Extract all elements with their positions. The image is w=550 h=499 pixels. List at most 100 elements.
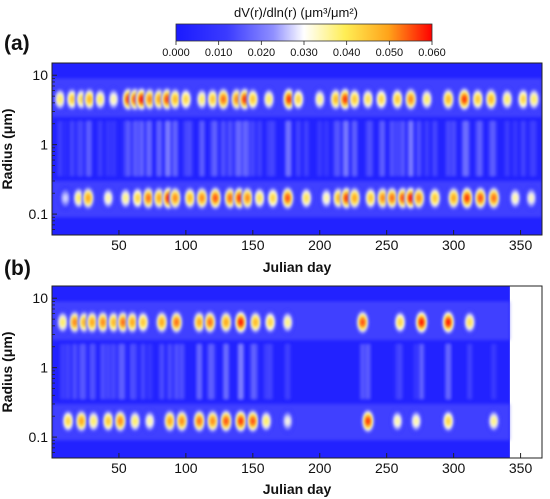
coarse-mode-mark <box>68 310 81 400</box>
panel-b: (b) 50 100 150 200 250 300 350 10 1 0.1 Radius (μ… <box>0 257 543 497</box>
ylabel-a: Radius (μm) <box>0 109 15 190</box>
colorbar-tick-label: 0.010 <box>205 47 233 59</box>
fine-mode-mark <box>206 343 219 434</box>
coarse-mode-mark <box>356 310 369 400</box>
coarse-mode-mark <box>107 310 120 400</box>
panel-label-b: (b) <box>4 257 31 280</box>
fine-mode-mark <box>193 343 206 434</box>
y-tick-label: 10 <box>32 290 48 306</box>
heatmap-b <box>52 286 510 458</box>
x-tick-label: 200 <box>308 460 332 476</box>
fine-mode-mark <box>320 120 333 211</box>
coarse-mode-mark <box>527 87 540 177</box>
coarse-mode-mark <box>329 87 342 177</box>
fine-mode-mark <box>525 120 538 211</box>
x-tick-label: 200 <box>308 237 332 253</box>
coarse-mode-mark <box>463 310 476 400</box>
coarse-mode-mark <box>281 310 294 400</box>
x-tick-label: 100 <box>174 460 198 476</box>
fine-mode-mark <box>386 120 399 211</box>
fine-band-glow <box>52 403 510 441</box>
colorbar-tick-label: 0.040 <box>333 47 361 59</box>
coarse-mode-mark <box>262 87 275 177</box>
x-tick-label: 50 <box>111 460 127 476</box>
fine-mode-mark <box>62 343 75 434</box>
fine-mode-mark <box>364 120 377 211</box>
fine-mode-mark <box>487 120 500 211</box>
coarse-mode-mark <box>170 310 183 400</box>
fine-mode-mark <box>348 120 361 211</box>
y-tick-label: 0.1 <box>29 206 49 222</box>
coarse-mode-mark <box>264 310 277 400</box>
coarse-mode-mark <box>485 87 498 177</box>
fine-mode-mark <box>195 120 208 211</box>
fine-mode-mark <box>102 343 115 434</box>
coarse-mode-mark <box>217 87 230 177</box>
fine-mode-mark <box>129 343 142 434</box>
colorbar-tick-label: 0.050 <box>376 47 404 59</box>
fine-mode-mark <box>142 120 155 211</box>
fine-mode-mark <box>281 343 294 434</box>
colorbar-gradient <box>175 23 433 42</box>
fine-mode-mark <box>246 343 259 434</box>
fine-mode-mark <box>75 343 88 434</box>
fine-mode-mark <box>183 120 196 211</box>
coarse-mode-mark <box>394 310 407 400</box>
fine-mode-mark <box>410 343 423 434</box>
fine-mode-mark <box>163 343 176 434</box>
fine-mode-mark <box>224 120 237 211</box>
panel-label-a: (a) <box>4 32 30 55</box>
colorbar-tick-label: 0.020 <box>248 47 276 59</box>
colorbar-tick-label: 0.030 <box>290 47 318 59</box>
fine-mode-mark <box>361 343 374 434</box>
fine-mode-mark <box>260 343 273 434</box>
coarse-mode-mark <box>471 87 484 177</box>
coarse-mode-mark <box>94 87 107 177</box>
panel-a: (a) 50 100 150 200 250 300 350 10 1 0.1 Radius (μ… <box>0 32 543 275</box>
fine-mode-mark <box>474 120 487 211</box>
fine-mode-mark <box>241 120 254 211</box>
plot-frame <box>51 62 543 236</box>
coarse-mode-mark <box>203 310 216 400</box>
coarse-mode-mark <box>126 310 139 400</box>
x-tick-label: 300 <box>442 460 466 476</box>
coarse-mode-mark <box>313 87 326 177</box>
fine-mode-mark <box>119 120 132 211</box>
fine-mode-mark <box>428 120 441 211</box>
colorbar-tick-label: 0.000 <box>162 47 190 59</box>
fine-mode-mark <box>72 120 85 211</box>
coarse-mode-mark <box>116 310 129 400</box>
fine-mode-mark <box>412 120 425 211</box>
fine-mode-mark <box>447 120 460 211</box>
coarse-mode-mark <box>54 87 67 177</box>
fine-mode-mark <box>300 120 313 211</box>
coarse-mode-mark <box>458 87 471 177</box>
x-tick-label: 100 <box>174 237 198 253</box>
y-tick-label: 1 <box>40 137 48 153</box>
x-tick-label: 250 <box>375 460 399 476</box>
fine-mode-mark <box>82 120 95 211</box>
axes-b: 50 100 150 200 250 300 350 10 1 0.1 <box>29 285 543 476</box>
fine-mode-mark <box>266 120 279 211</box>
fine-mode-mark <box>281 120 294 211</box>
coarse-mode-mark <box>66 87 79 177</box>
fine-mode-mark <box>153 120 166 211</box>
y-tick-label: 10 <box>32 67 48 83</box>
fine-mode-mark <box>59 120 72 211</box>
x-tick-label: 250 <box>375 237 399 253</box>
y-tick-label: 0.1 <box>29 429 49 445</box>
y-tick-label: 1 <box>40 360 48 376</box>
ylabel-b: Radius (μm) <box>0 332 15 413</box>
fine-mode-mark <box>220 343 233 434</box>
fine-mode-mark <box>175 343 188 434</box>
coarse-mode-mark <box>246 87 259 177</box>
fine-mode-mark <box>391 343 404 434</box>
plot-frame <box>51 285 543 459</box>
coarse-mode-mark <box>415 310 428 400</box>
x-tick-label: 300 <box>442 237 466 253</box>
coarse-mode-mark <box>442 87 455 177</box>
coarse-mode-mark <box>179 87 192 177</box>
coarse-mode-mark <box>96 310 109 400</box>
coarse-mode-mark <box>56 310 69 400</box>
